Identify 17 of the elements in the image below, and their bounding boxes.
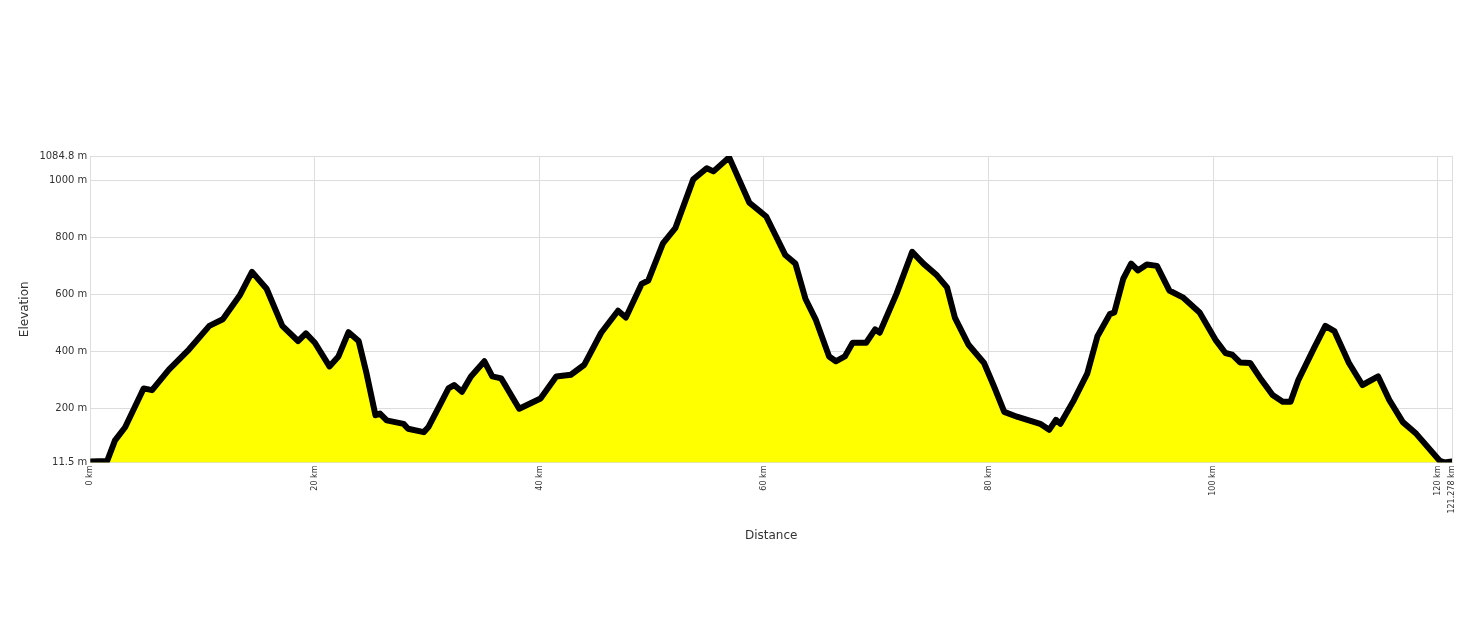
- y-tick-label: 600 m: [55, 288, 88, 300]
- y-tick-label: 1084.8 m: [39, 149, 88, 161]
- x-tick-label: 20 km: [309, 465, 319, 491]
- y-tick-label: 800 m: [55, 230, 88, 242]
- y-tick-label: 11.5 m: [52, 456, 88, 468]
- x-tick-label: 121.278 km: [1447, 465, 1457, 514]
- x-tick-label: 80 km: [983, 465, 993, 491]
- x-tick-label: 0 km: [85, 465, 95, 486]
- x-axis-title: Distance: [744, 527, 798, 542]
- y-tick-label: 1000 m: [48, 173, 88, 185]
- x-tick-label: 120 km: [1432, 465, 1442, 496]
- y-tick-label: 200 m: [55, 402, 88, 414]
- x-tick-label: 40 km: [534, 465, 544, 491]
- y-tick-label: 400 m: [55, 345, 88, 357]
- y-axis-title: Elevation: [17, 281, 32, 338]
- x-tick-label: 60 km: [759, 465, 769, 491]
- x-tick-label: 100 km: [1208, 465, 1218, 496]
